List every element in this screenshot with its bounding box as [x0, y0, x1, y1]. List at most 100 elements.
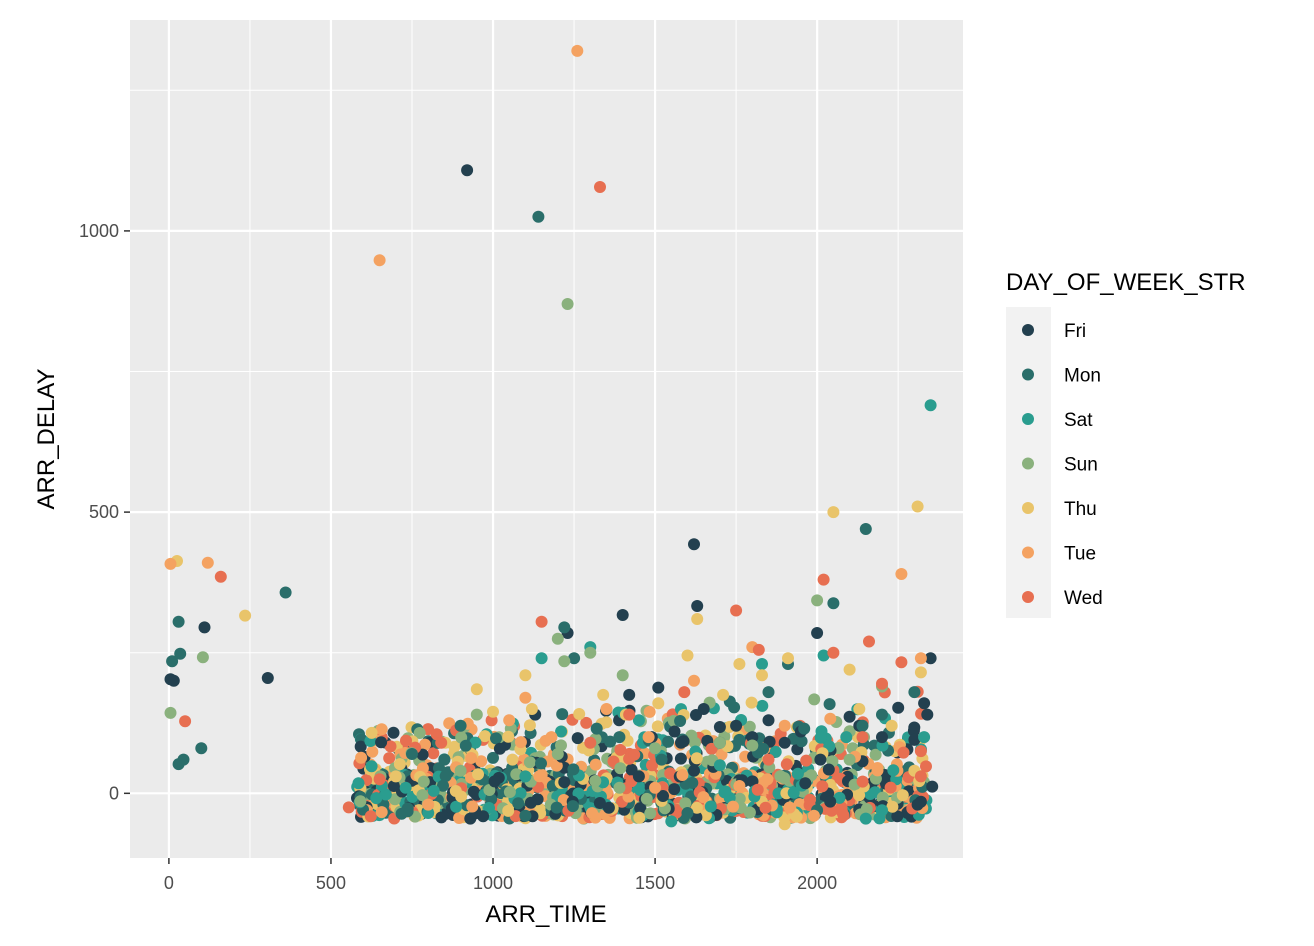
data-point-wed	[584, 736, 597, 749]
data-point-fri	[688, 764, 700, 777]
data-point-fri	[778, 736, 791, 749]
data-point-tue	[366, 745, 379, 758]
data-point-wed	[914, 745, 927, 758]
data-point-sun	[164, 706, 177, 719]
data-point-fri	[387, 780, 400, 792]
data-point-thu	[455, 790, 468, 803]
data-point-sun	[510, 768, 523, 781]
data-point-sun	[483, 784, 496, 796]
data-point-sun	[743, 806, 756, 819]
data-point-mon	[823, 698, 836, 711]
data-point-tue	[807, 809, 820, 822]
data-point-tue	[914, 652, 927, 665]
data-point-wed	[664, 767, 677, 780]
data-point-sat	[483, 802, 495, 814]
data-point-mon	[566, 800, 579, 813]
data-point-fri	[435, 811, 448, 824]
data-point-thu	[886, 800, 899, 813]
data-point-sun	[417, 775, 430, 788]
data-point-wed	[759, 801, 772, 814]
data-point-fri	[657, 790, 669, 802]
data-point-fri	[691, 600, 704, 612]
data-point-sat	[519, 770, 532, 783]
data-point-thu	[778, 818, 791, 831]
data-point-fri	[524, 796, 537, 809]
data-point-mon	[490, 732, 502, 745]
data-point-fri	[811, 627, 824, 639]
data-point-wed	[614, 743, 627, 756]
data-point-mon	[401, 805, 414, 818]
data-point-mon	[433, 762, 445, 775]
data-point-tue	[375, 723, 388, 736]
data-point-wed	[856, 775, 869, 788]
data-point-fri	[488, 775, 501, 788]
data-point-sun	[860, 803, 873, 816]
data-point-sat	[859, 812, 872, 825]
data-point-tue	[453, 812, 466, 824]
data-point-sat	[450, 800, 463, 813]
data-point-fri	[375, 736, 388, 749]
data-point-tue	[355, 751, 368, 764]
data-point-mon	[604, 735, 617, 748]
legend-label-thu: Thu	[1064, 499, 1097, 520]
data-point-sat	[379, 788, 392, 801]
data-point-thu	[519, 669, 532, 682]
data-point-mon	[532, 210, 545, 223]
data-point-thu	[393, 758, 406, 771]
data-point-tue	[676, 769, 689, 781]
data-point-wed	[816, 780, 829, 793]
legend-label-tue: Tue	[1064, 544, 1096, 565]
data-point-sun	[679, 797, 692, 810]
data-point-wed	[762, 753, 775, 766]
data-point-mon	[438, 753, 451, 766]
data-point-mon	[590, 722, 603, 735]
data-point-tue	[600, 703, 613, 715]
data-point-sat	[876, 804, 888, 817]
data-point-mon	[454, 719, 467, 732]
data-point-fri	[918, 697, 931, 710]
data-point-fri	[593, 797, 606, 809]
data-point-sat	[427, 784, 440, 797]
data-point-fri	[668, 783, 681, 796]
x-tick-label: 0	[164, 873, 174, 893]
data-point-sun	[558, 655, 571, 668]
x-tick-label: 2000	[797, 873, 837, 893]
data-point-sat	[756, 658, 768, 670]
data-point-fri	[843, 710, 856, 723]
data-point-fri	[713, 721, 726, 733]
data-point-mon	[558, 621, 571, 634]
data-point-mon	[177, 753, 190, 766]
data-point-thu	[681, 649, 694, 662]
data-point-tue	[533, 770, 546, 783]
data-point-sat	[817, 649, 830, 662]
data-point-sun	[561, 298, 574, 310]
data-point-fri	[907, 724, 920, 737]
data-point-wed	[827, 646, 840, 659]
data-point-sat	[555, 725, 568, 738]
data-point-wed	[897, 746, 910, 759]
data-point-tue	[164, 557, 177, 570]
data-point-wed	[373, 773, 386, 786]
data-point-thu	[470, 683, 483, 696]
data-point-sun	[413, 727, 426, 739]
y-tick-label: 500	[89, 502, 119, 522]
data-point-mon	[279, 586, 292, 599]
data-point-wed	[800, 754, 813, 767]
data-point-sun	[876, 791, 889, 804]
data-point-mon	[512, 797, 525, 810]
data-point-mon	[662, 735, 675, 748]
data-point-wed	[752, 643, 765, 656]
data-point-wed	[214, 570, 227, 583]
data-point-sun	[733, 792, 746, 805]
data-point-fri	[416, 748, 429, 761]
data-point-mon	[856, 719, 869, 732]
data-point-sat	[833, 791, 846, 804]
legend-key-sun	[1022, 457, 1034, 470]
data-point-tue	[519, 691, 532, 704]
data-point-tue	[571, 44, 584, 57]
data-point-tue	[688, 674, 700, 687]
data-point-sun	[649, 742, 662, 755]
data-point-tue	[503, 714, 516, 727]
data-point-mon	[798, 722, 811, 735]
data-point-tue	[545, 731, 558, 744]
